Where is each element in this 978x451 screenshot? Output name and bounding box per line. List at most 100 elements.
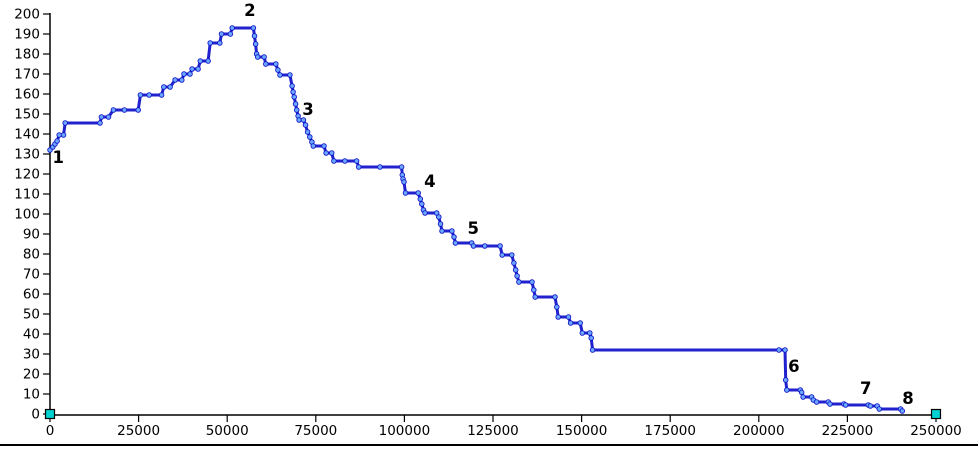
data-point-marker xyxy=(289,83,295,89)
data-point-marker xyxy=(135,107,141,113)
data-point-marker xyxy=(137,92,144,98)
data-point-marker xyxy=(331,158,337,164)
data-point-marker xyxy=(328,150,335,156)
data-point-marker xyxy=(842,402,849,408)
data-point-marker xyxy=(813,399,820,405)
data-point-marker xyxy=(565,314,572,320)
data-point-marker xyxy=(516,279,522,285)
data-point-marker xyxy=(290,89,296,95)
data-point-marker xyxy=(529,279,535,285)
data-point-marker xyxy=(532,294,538,300)
y-tick-label: 50 xyxy=(23,307,40,323)
data-point-marker xyxy=(439,228,445,234)
annotation-label: 7 xyxy=(860,379,871,398)
data-point-marker xyxy=(292,101,299,107)
data-point-marker xyxy=(252,41,259,47)
x-tick-label: 175000 xyxy=(644,423,696,439)
annotation-label: 6 xyxy=(788,357,799,376)
data-point-marker xyxy=(251,33,258,39)
data-point-marker xyxy=(419,201,425,207)
data-point-marker xyxy=(263,61,269,67)
data-point-marker xyxy=(415,190,421,196)
data-point-marker xyxy=(321,143,327,149)
data-point-marker xyxy=(293,107,300,113)
annotation-label: 8 xyxy=(902,389,913,408)
data-point-marker xyxy=(307,134,313,140)
x-tick-label: 0 xyxy=(46,423,55,439)
y-tick-label: 20 xyxy=(23,367,40,383)
y-tick-label: 160 xyxy=(14,87,40,103)
data-point-marker xyxy=(899,408,906,414)
x-tick-label: 25000 xyxy=(117,423,160,439)
range-handle[interactable] xyxy=(930,408,942,420)
y-tick-label: 0 xyxy=(31,407,40,423)
x-tick-label: 200000 xyxy=(733,423,785,439)
y-tick-label: 40 xyxy=(23,327,40,343)
data-point-marker xyxy=(867,403,874,409)
data-point-marker xyxy=(167,84,173,90)
data-point-marker xyxy=(402,190,409,196)
data-point-marker xyxy=(784,387,790,393)
data-point-marker xyxy=(782,377,789,383)
data-point-marker xyxy=(377,164,383,170)
data-point-marker xyxy=(552,294,558,300)
data-point-marker xyxy=(449,228,455,234)
data-point-marker xyxy=(509,252,515,258)
data-point-marker xyxy=(499,252,505,258)
y-tick-label: 120 xyxy=(14,167,40,183)
data-point-marker xyxy=(398,164,405,170)
data-point-marker xyxy=(207,40,213,46)
data-point-marker xyxy=(121,107,128,113)
range-handle[interactable] xyxy=(44,408,56,420)
data-point-marker xyxy=(782,347,788,353)
y-tick-label: 60 xyxy=(23,287,40,303)
data-point-marker xyxy=(250,25,257,31)
data-point-marker xyxy=(197,58,204,64)
x-tick-label: 125000 xyxy=(467,423,519,439)
data-point-marker xyxy=(205,58,211,64)
data-point-marker xyxy=(277,72,283,78)
data-point-marker xyxy=(217,40,223,46)
data-point-marker xyxy=(105,114,112,120)
data-point-marker xyxy=(254,54,261,60)
data-point-marker xyxy=(827,401,833,407)
data-point-marker xyxy=(195,66,201,72)
data-point-marker xyxy=(355,164,362,170)
annotation-label: 3 xyxy=(302,100,313,119)
data-point-marker xyxy=(273,61,279,67)
data-point-marker xyxy=(514,273,520,279)
data-point-marker xyxy=(310,143,317,149)
data-point-marker xyxy=(300,117,307,123)
data-point-marker xyxy=(437,221,444,227)
data-point-marker xyxy=(179,77,185,83)
data-point-marker xyxy=(800,394,806,400)
x-tick-label: 225000 xyxy=(822,423,874,439)
y-tick-label: 70 xyxy=(23,267,40,283)
x-tick-label: 50000 xyxy=(206,423,249,439)
data-point-marker xyxy=(342,158,348,164)
data-point-marker xyxy=(261,54,267,60)
data-point-marker xyxy=(798,389,805,396)
data-point-marker xyxy=(497,243,503,249)
data-point-marker xyxy=(172,77,178,83)
data-point-marker xyxy=(470,243,477,249)
data-point-marker xyxy=(161,84,167,90)
y-tick-label: 140 xyxy=(14,127,40,143)
data-point-marker xyxy=(291,94,297,100)
y-tick-label: 200 xyxy=(14,7,40,23)
annotation-label: 2 xyxy=(244,1,255,20)
data-point-marker xyxy=(531,287,537,293)
y-tick-label: 190 xyxy=(14,27,40,43)
data-point-marker xyxy=(876,406,883,412)
bottom-separator xyxy=(0,444,978,446)
data-point-marker xyxy=(452,240,459,246)
data-point-marker xyxy=(146,92,152,98)
data-point-marker xyxy=(436,214,442,220)
data-point-marker xyxy=(554,304,560,310)
data-point-marker xyxy=(422,210,428,216)
data-point-marker xyxy=(511,260,517,266)
x-tick-label: 100000 xyxy=(379,423,431,439)
data-point-marker xyxy=(579,330,586,336)
data-point-marker xyxy=(304,129,311,135)
